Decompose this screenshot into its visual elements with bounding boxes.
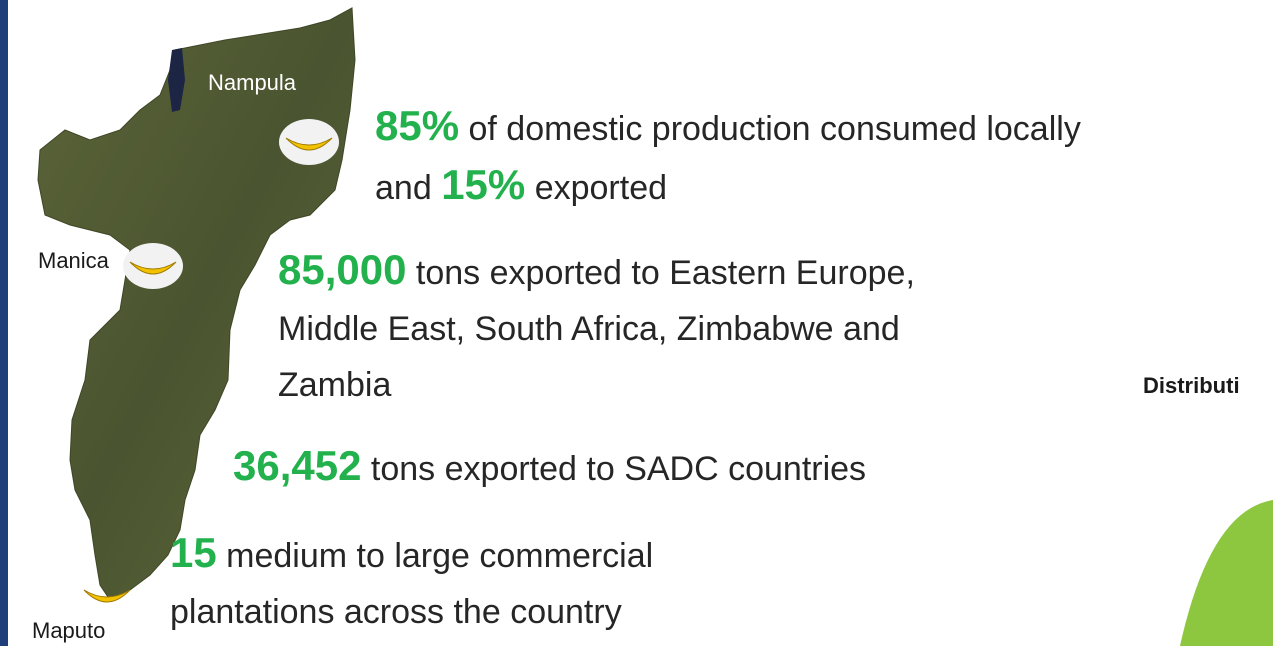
stat-sadc-exports: 36,452 tons exported to SADC countries (233, 438, 1083, 497)
stat-domestic-consumption: 85% of domestic production consumed loca… (375, 98, 1273, 216)
stat-text: tons exported to Eastern Europe, (406, 254, 915, 292)
banana-icon (123, 243, 183, 289)
stat-value: 36,452 (233, 442, 362, 489)
mozambique-map: Nampula Manica Maputo (0, 0, 420, 646)
stat-value: 15 (170, 529, 217, 576)
stat-text: Zambia (278, 366, 392, 404)
stat-text: plantations across the country (170, 593, 622, 631)
distribution-label: Distributi (1143, 373, 1240, 398)
lake-niassa (168, 48, 185, 112)
city-label-nampula: Nampula (208, 70, 297, 95)
banana-icon (279, 119, 339, 165)
stat-text: and (375, 169, 442, 207)
stat-value: 85% (375, 102, 460, 149)
pie-chart-edge (1180, 500, 1273, 646)
stat-text: of domestic production consumed locally (459, 110, 1081, 148)
city-label-maputo: Maputo (32, 618, 106, 643)
stat-text: Middle East, South Africa, Zimbabwe and (278, 310, 900, 348)
stat-commercial-plantations: 15 medium to large commercial plantation… (170, 525, 870, 640)
stat-total-exports: 85,000 tons exported to Eastern Europe, … (278, 242, 1098, 413)
stat-text: exported (525, 169, 668, 207)
stat-value: 85,000 (278, 246, 407, 293)
stat-value: 15% (441, 161, 526, 208)
stat-text: tons exported to SADC countries (361, 450, 867, 488)
left-accent-bar (0, 0, 8, 646)
banana-icon (83, 589, 131, 603)
city-label-manica: Manica (38, 248, 109, 273)
stat-text: medium to large commercial (216, 537, 654, 575)
